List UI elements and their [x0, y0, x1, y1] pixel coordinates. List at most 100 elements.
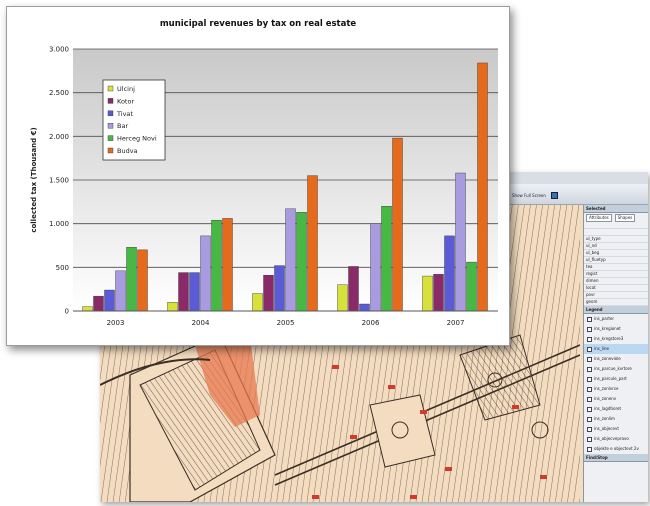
- layer-label: ins_zonenv: [594, 396, 617, 401]
- layer-item[interactable]: objekte e objectevt 2v: [584, 444, 648, 454]
- bar: [455, 172, 466, 312]
- x-tick-label: 2005: [277, 319, 295, 327]
- bar: [422, 275, 433, 312]
- attribute-row: tea: [584, 264, 648, 271]
- layer-checkbox[interactable]: [587, 326, 592, 332]
- fullscreen-icon[interactable]: [551, 192, 558, 199]
- legend-label: Bar: [117, 122, 128, 130]
- bar: [359, 303, 370, 312]
- layer-checkbox[interactable]: [587, 386, 592, 392]
- bar: [93, 295, 104, 312]
- bar: [348, 266, 359, 312]
- tab-attributes[interactable]: Attributes: [586, 214, 612, 222]
- layer-item[interactable]: ins_kregstore3: [584, 334, 648, 344]
- layer-item[interactable]: ins_objecvepravo: [584, 434, 648, 444]
- layer-item[interactable]: ins_parcue_kvrtore: [584, 364, 648, 374]
- layer-checkbox[interactable]: [587, 316, 592, 322]
- layer-checkbox[interactable]: [587, 396, 592, 402]
- bar: [126, 247, 137, 312]
- selected-header: Selected: [584, 205, 648, 213]
- map-building-circle: [391, 421, 409, 439]
- layer-label: ins_zonlvrse: [594, 386, 619, 391]
- y-tick-label: 2.500: [49, 89, 69, 97]
- layer-checkbox[interactable]: [587, 416, 592, 422]
- legend-label: Budva: [117, 147, 138, 155]
- x-tick-label: 2007: [447, 319, 465, 327]
- layer-label: ins_kregionet: [594, 326, 621, 331]
- map-building-circle: [531, 421, 549, 439]
- layer-label: ins_kregstore3: [594, 336, 624, 341]
- layer-item[interactable]: ins_zonenv: [584, 394, 648, 404]
- legend-label: Tivat: [116, 110, 133, 118]
- bar: [296, 212, 307, 312]
- layer-label: ins_objecvepravo: [594, 436, 629, 441]
- map-label-marker: [312, 495, 319, 499]
- bar: [370, 223, 381, 312]
- attribute-row: ul_nd: [584, 243, 648, 250]
- layer-item[interactable]: ins_objecevt: [584, 424, 648, 434]
- bar: [477, 62, 488, 312]
- attribute-table: ul_type ul_nd ul_beg ul_fluetyp tea regist dim…: [584, 222, 648, 306]
- layer-label: ins_parcule_part: [594, 376, 627, 381]
- layer-checkbox[interactable]: [587, 366, 592, 372]
- y-tick-label: 1.000: [49, 220, 69, 228]
- find-stop-footer[interactable]: Find/Stop: [584, 454, 648, 462]
- layer-label: ins_parter: [594, 316, 615, 321]
- attribute-row: geom: [584, 299, 648, 306]
- layer-checkbox[interactable]: [587, 346, 592, 352]
- bar: [167, 302, 178, 312]
- bar: [433, 274, 444, 312]
- legend-swatch: [107, 110, 114, 117]
- y-tick-label: 0: [65, 308, 69, 316]
- layer-checkbox[interactable]: [587, 406, 592, 412]
- layer-item[interactable]: ins_zonlvrse: [584, 384, 648, 394]
- bar: [137, 249, 148, 312]
- legend-header: Legend: [584, 306, 648, 314]
- tab-shapes[interactable]: Shapes: [614, 214, 636, 222]
- map-road: [100, 358, 211, 386]
- layer-label: ins_zonlim: [594, 416, 615, 421]
- y-axis-title: collected tax (Thousand €): [30, 127, 38, 232]
- layer-label: objekte e objectevt 2v: [594, 446, 639, 451]
- bar: [115, 270, 126, 312]
- layer-label: ins_parcue_kvrtore: [594, 366, 632, 371]
- chart-card: municipal revenues by tax on real estate…: [6, 6, 510, 346]
- layer-item[interactable]: ins_line: [584, 344, 648, 354]
- layer-item[interactable]: ins_parcule_part: [584, 374, 648, 384]
- layer-checkbox[interactable]: [587, 426, 592, 432]
- map-label-marker: [540, 475, 547, 479]
- layer-item[interactable]: ins_lagdtioret: [584, 404, 648, 414]
- attribute-row: locat: [584, 285, 648, 292]
- attribute-row: povr: [584, 292, 648, 299]
- layer-item[interactable]: ins_parter: [584, 314, 648, 324]
- x-tick-labels: 2003 2004 2005 2006 2007: [107, 319, 465, 327]
- bar: [82, 306, 93, 312]
- bar: [381, 205, 392, 312]
- layer-checkbox[interactable]: [587, 436, 592, 442]
- layer-label: ins_objecevt: [594, 426, 619, 431]
- layer-checkbox[interactable]: [587, 336, 592, 342]
- y-tick-label: 2.000: [49, 133, 69, 141]
- legend-swatch: [107, 122, 114, 129]
- layer-checkbox[interactable]: [587, 356, 592, 362]
- x-tick-label: 2004: [192, 319, 210, 327]
- layer-item[interactable]: ins_zoneviole: [584, 354, 648, 364]
- x-tick-label: 2006: [362, 319, 380, 327]
- y-tick-label: 1.500: [49, 177, 69, 185]
- layer-item[interactable]: ins_zonlim: [584, 414, 648, 424]
- map-label-marker: [445, 467, 452, 471]
- layer-checkbox[interactable]: [587, 446, 592, 452]
- map-label-marker: [512, 405, 519, 409]
- bar: [211, 219, 222, 312]
- layer-checkbox[interactable]: [587, 376, 592, 382]
- legend-swatch: [107, 147, 114, 154]
- legend-label: Kotor: [117, 97, 134, 105]
- bar: [444, 235, 455, 312]
- fullscreen-label[interactable]: Show Full Screen: [512, 193, 546, 198]
- bar: [263, 274, 274, 312]
- layer-label: ins_zoneviole: [594, 356, 621, 361]
- attribute-row: ul_beg: [584, 250, 648, 257]
- map-building-circle: [487, 372, 503, 388]
- layer-item[interactable]: ins_kregionet: [584, 324, 648, 334]
- gis-side-panel: Selected Attributes Shapes ul_type ul_nd ul…: [583, 205, 648, 502]
